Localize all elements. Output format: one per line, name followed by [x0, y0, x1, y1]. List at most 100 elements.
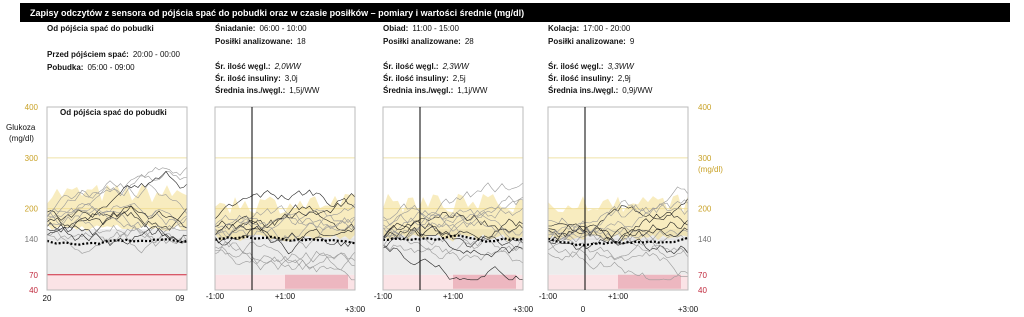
- info-label: Średnia ins./węgl.:: [383, 86, 453, 95]
- panel-title: Od pójścia spać do pobudki: [47, 24, 154, 33]
- info-row: Śr. ilość insuliny: 3,0j: [215, 74, 298, 83]
- info-label: Śr. ilość węgl.:: [383, 62, 439, 71]
- x-tick-label: +1:00: [608, 292, 629, 301]
- info-value: 05:00 - 09:00: [87, 63, 135, 72]
- trace: [46, 222, 188, 246]
- y-tick-label-left: 70: [29, 271, 38, 280]
- low-fill: [453, 274, 516, 289]
- x-tick-label: +3:00: [678, 305, 699, 314]
- trace: [46, 166, 188, 220]
- info-label: Śr. ilość węgl.:: [215, 62, 271, 71]
- x-tick-label: -1:00: [374, 292, 393, 301]
- trace: [547, 227, 689, 255]
- info-value: 1,1j/WW: [457, 86, 488, 95]
- trace: [46, 215, 187, 254]
- trace: [382, 182, 524, 220]
- info-value: 9: [630, 37, 635, 46]
- info-row: Pobudka: 05:00 - 09:00: [47, 63, 135, 72]
- trace: [46, 171, 188, 218]
- info-row: Przed pójściem spać: 20:00 - 00:00: [47, 50, 181, 59]
- y-tick-label-left: 140: [25, 235, 39, 244]
- info-label: Śr. ilość insuliny:: [383, 74, 449, 83]
- info-row: Obiad: 11:00 - 15:00: [383, 24, 459, 33]
- plot-frame: [46, 106, 188, 291]
- info-row: Średnia ins./węgl.: 1,5j/WW: [215, 86, 320, 95]
- trace: [214, 246, 356, 273]
- info-value: 11:00 - 15:00: [412, 24, 459, 33]
- trace: [214, 203, 356, 231]
- low-fill: [618, 274, 681, 289]
- trace: [382, 231, 524, 259]
- info-value: 1,5j/WW: [289, 86, 320, 95]
- trace: [46, 207, 188, 233]
- info-value: 3,3WW: [608, 62, 636, 71]
- trace: [382, 204, 524, 264]
- trace: [547, 212, 689, 244]
- trace: [382, 220, 524, 248]
- trace: [547, 251, 689, 281]
- info-value: 20:00 - 00:00: [133, 50, 181, 59]
- info-row: Śniadanie: 06:00 - 10:00: [215, 24, 307, 33]
- trace: [214, 228, 356, 247]
- y-tick-label-left: 40: [29, 286, 38, 295]
- y-axis-label-right: (mg/dl): [698, 165, 723, 174]
- trace: [548, 221, 689, 242]
- y-tick-label-right: 140: [698, 235, 712, 244]
- trace: [382, 244, 524, 281]
- y-tick-label-left: 300: [25, 154, 39, 163]
- plot-area: [214, 106, 356, 291]
- trace: [46, 206, 188, 247]
- info-value: 28: [465, 37, 474, 46]
- trace: [547, 186, 689, 245]
- trace: [547, 203, 689, 239]
- trace: [214, 241, 356, 271]
- info-row: Śr. ilość insuliny: 2,5j: [383, 74, 466, 83]
- info-row: Średnia ins./węgl.: 1,1j/WW: [383, 86, 488, 95]
- x-tick-label: 0: [248, 305, 253, 314]
- x-tick-label: 0: [581, 305, 586, 314]
- median-line: [547, 236, 689, 247]
- info-label: Śr. ilość insuliny:: [548, 74, 614, 83]
- info-label: Przed pójściem spać:: [47, 50, 129, 59]
- range-fill: [548, 194, 688, 242]
- info-value: 2,3WW: [442, 62, 471, 71]
- low-band: [47, 274, 187, 290]
- trace: [547, 233, 689, 259]
- info-row: Śr. ilość węgl.: 3,3WW: [548, 62, 635, 71]
- info-value: 17:00 - 20:00: [583, 24, 631, 33]
- x-tick-label: 20: [43, 294, 52, 303]
- y-tick-label-right: 300: [698, 154, 712, 163]
- trace: [46, 202, 188, 228]
- trace: [382, 218, 524, 241]
- x-tick-label: +1:00: [275, 292, 296, 301]
- x-tick-label: +3:00: [345, 305, 366, 314]
- y-tick-label-right: 70: [698, 271, 707, 280]
- info-value: 2,9j: [618, 74, 631, 83]
- y-tick-label-right: 200: [698, 205, 712, 214]
- info-row: Kolacja: 17:00 - 20:00: [548, 24, 631, 33]
- info-value: 06:00 - 10:00: [259, 24, 307, 33]
- x-tick-label: +3:00: [513, 305, 534, 314]
- trace: [547, 240, 689, 278]
- info-label: Śr. ilość węgl.:: [548, 62, 604, 71]
- trace: [214, 233, 355, 281]
- plot-area: [382, 106, 524, 291]
- y-tick-label-left: 400: [25, 103, 39, 112]
- info-label: Posiłki analizowane:: [215, 37, 293, 46]
- plot-area: [46, 106, 188, 291]
- x-tick-label: -1:00: [539, 292, 558, 301]
- trace: [547, 197, 689, 237]
- y-tick-label-right: 40: [698, 286, 707, 295]
- header-title: Zapisy odczytów z sensora od pójścia spa…: [30, 8, 524, 18]
- info-label: Śniadanie:: [215, 24, 255, 33]
- trace: [214, 205, 356, 235]
- info-row: Śr. ilość węgl.: 2,0WW: [215, 62, 302, 71]
- info-value: 3,0j: [285, 74, 298, 83]
- header-bar: [20, 3, 1010, 22]
- info-row: Posiłki analizowane: 28: [383, 37, 474, 46]
- info-label: Posiłki analizowane:: [383, 37, 461, 46]
- x-tick-label: 0: [416, 305, 421, 314]
- trace: [46, 205, 188, 236]
- trace: [382, 195, 524, 235]
